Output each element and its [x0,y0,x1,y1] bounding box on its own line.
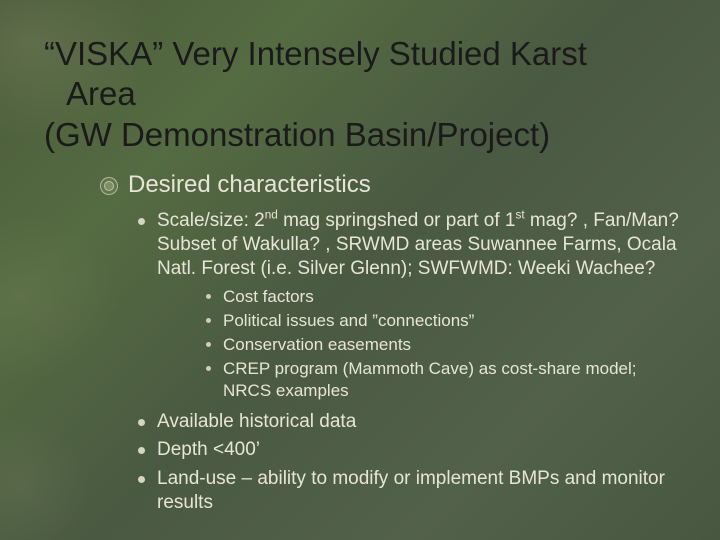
compass-bullet-icon [100,177,118,195]
section-heading-text: Desired characteristics [128,171,371,199]
bullet-dot-icon [138,419,145,426]
list-item: Scale/size: 2nd mag springshed or part o… [138,209,680,282]
list-item-text: Political issues and ”connections” [223,310,474,332]
list-item-text: Available historical data [157,410,356,434]
bullet-dot-icon [138,447,145,454]
list-item: CREP program (Mammoth Cave) as cost-shar… [206,358,680,402]
list-item: Cost factors [206,286,680,308]
bullet-dot-icon [138,218,145,225]
slide-content: Desired characteristics Scale/size: 2nd … [44,171,680,516]
title-line-3: (GW Demonstration Basin/Project) [44,116,550,153]
list-item: Land-use – ability to modify or implemen… [138,467,680,516]
title-line-1: “VISKA” Very Intensely Studied Karst [44,35,587,72]
bullet-dot-small-icon [206,342,211,347]
list-item: Available historical data [138,410,680,434]
section-heading: Desired characteristics [100,171,680,199]
bullet-dot-small-icon [206,366,211,371]
list-item: Political issues and ”connections” [206,310,680,332]
list-item-text: Scale/size: 2nd mag springshed or part o… [157,209,680,282]
list-item-text: Cost factors [223,286,314,308]
bullet-dot-icon [138,476,145,483]
list-item-text: Land-use – ability to modify or implemen… [157,467,680,516]
list-item-text: Conservation easements [223,334,411,356]
bullet-dot-small-icon [206,294,211,299]
bullet-dot-small-icon [206,318,211,323]
slide-title: “VISKA” Very Intensely Studied Karst Are… [44,34,680,155]
list-item: Conservation easements [206,334,680,356]
slide: “VISKA” Very Intensely Studied Karst Are… [0,0,720,540]
list-item-text: Depth <400’ [157,438,260,462]
list-item: Depth <400’ [138,438,680,462]
level2-list: Scale/size: 2nd mag springshed or part o… [100,209,680,516]
level3-list: Cost factors Political issues and ”conne… [138,286,680,402]
list-item-text: CREP program (Mammoth Cave) as cost-shar… [223,358,680,402]
title-line-2: Area [44,75,136,112]
